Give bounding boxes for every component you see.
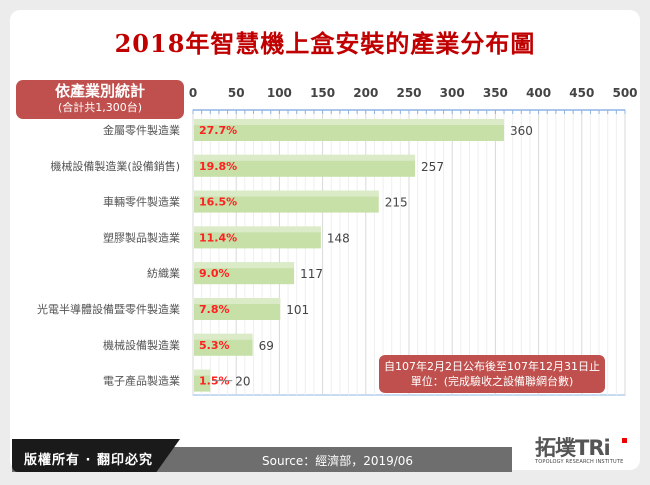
percent-label: 19.8%	[199, 160, 237, 173]
category-header-subtitle: (合計共1,300台)	[57, 101, 143, 114]
percent-label: 7.8%	[199, 303, 230, 316]
bar-highlight	[194, 262, 295, 269]
value-label: 20	[235, 375, 250, 389]
category-header-box: 依產業別統計 (合計共1,300台)	[16, 80, 184, 119]
x-tick-label: 300	[440, 86, 465, 100]
x-tick-label: 100	[267, 86, 292, 100]
value-label: 148	[327, 231, 350, 245]
x-tick-label: 50	[228, 86, 245, 100]
x-tick-label: 0	[189, 86, 197, 100]
percent-label: 16.5%	[199, 196, 237, 209]
note-line-2: 單位：(完成驗收之設備聯網台數)	[410, 375, 574, 388]
tri-logo: 拓墣TRi TOPOLOGY RESEARCH INSTITUTE	[535, 436, 627, 465]
logo-brand: 拓墣TRi	[535, 436, 611, 460]
bar-highlight	[194, 226, 321, 233]
bar-highlight	[194, 369, 211, 376]
value-label: 117	[300, 267, 323, 281]
x-tick-label: 150	[310, 86, 335, 100]
x-tick-label: 450	[569, 86, 594, 100]
unit-note-box: 自107年2月2日公布後至107年12月31日止 單位：(完成驗收之設備聯網台數…	[379, 355, 605, 393]
bar-highlight	[194, 333, 253, 340]
value-label: 257	[421, 160, 444, 174]
value-label: 215	[385, 196, 408, 210]
bar-highlight	[194, 119, 505, 125]
x-tick-label: 350	[483, 86, 508, 100]
bar-highlight	[194, 298, 281, 304]
category-label: 金屬零件製造業	[103, 123, 180, 137]
footer-copyright-bg	[12, 439, 180, 472]
category-label: 機械設備製造業(設備銷售)	[50, 159, 180, 173]
category-label: 紡織業	[147, 266, 180, 280]
category-label: 車輛零件製造業	[103, 195, 180, 209]
logo-dot-icon	[622, 438, 627, 443]
x-tick-label: 500	[612, 86, 637, 100]
category-label: 塑膠製品製造業	[103, 230, 180, 244]
percent-label: 9.0%	[199, 267, 230, 280]
x-tick-label: 400	[526, 86, 551, 100]
logo-tagline: TOPOLOGY RESEARCH INSTITUTE	[535, 459, 624, 465]
x-tick-label: 250	[396, 86, 421, 100]
x-tick-label: 200	[353, 86, 378, 100]
bar-highlight	[194, 190, 379, 197]
source-text: Source：經濟部，2019/06	[262, 454, 414, 468]
category-header-title: 依產業別統計	[54, 82, 145, 100]
percent-label: 27.7%	[199, 124, 237, 137]
percent-label: 11.4%	[199, 231, 237, 244]
copyright-text: 版權所有 · 翻印必究	[24, 453, 153, 468]
category-label: 電子產品製造業	[103, 374, 180, 388]
bar-highlight	[194, 154, 416, 161]
category-label: 光電半導體設備暨零件製造業	[37, 302, 180, 316]
chart-title: 2018年智慧機上盒安裝的產業分布圖	[114, 29, 536, 58]
value-label: 101	[286, 303, 309, 317]
value-label: 360	[510, 124, 533, 138]
value-label: 69	[259, 339, 274, 353]
note-line-1: 自107年2月2日公布後至107年12月31日止	[384, 360, 600, 373]
percent-label: 5.3%	[199, 339, 230, 352]
category-label: 機械設備製造業	[103, 338, 180, 352]
